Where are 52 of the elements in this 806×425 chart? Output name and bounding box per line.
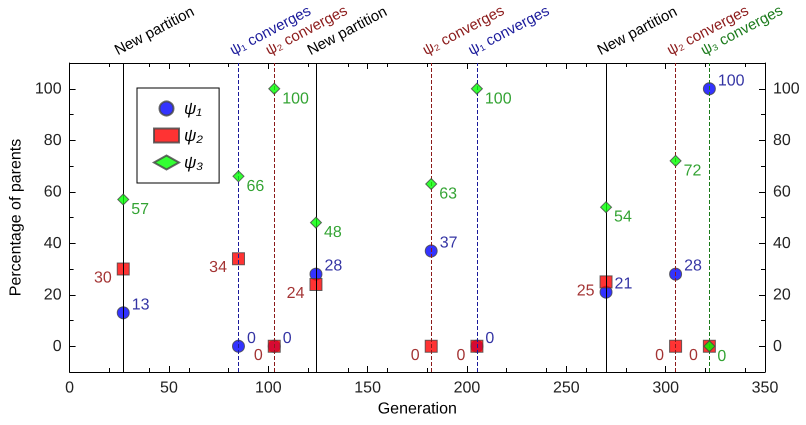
data-label: 34 <box>209 259 228 276</box>
data-label: 21 <box>614 276 632 293</box>
data-label: 0 <box>456 346 466 364</box>
y2-tick-label: 100 <box>773 80 800 98</box>
data-label: 25 <box>576 282 595 300</box>
y2-tick-label: 40 <box>773 234 791 252</box>
y-tick-label: 80 <box>44 132 62 149</box>
data-label: 0 <box>254 346 263 364</box>
y-axis-title: Percentage of parents <box>8 138 24 296</box>
data-label: 28 <box>684 258 702 275</box>
data-label: 37 <box>440 234 458 252</box>
y2-tick-label: 0 <box>773 338 782 355</box>
x-tick-label: 250 <box>552 380 580 396</box>
data-label: 100 <box>718 72 745 90</box>
x-tick-label: 0 <box>65 380 74 396</box>
data-label: 28 <box>324 258 342 275</box>
y-tick-label: 100 <box>34 80 62 98</box>
data-label: 13 <box>132 296 150 314</box>
y2-tick-label: 80 <box>773 132 791 149</box>
data-label: 0 <box>246 330 256 347</box>
data-label: 66 <box>246 178 264 195</box>
data-label: 0 <box>410 346 420 364</box>
y-tick-label: 0 <box>52 338 62 355</box>
y2-tick-label: 20 <box>773 286 791 304</box>
data-label: 0 <box>688 346 698 364</box>
data-label: 0 <box>282 330 292 347</box>
x-axis-title: Generation <box>378 400 457 418</box>
y-tick-label: 60 <box>44 183 62 200</box>
y-tick-label: 40 <box>44 234 62 252</box>
x-tick-label: 50 <box>160 380 178 396</box>
x-tick-label: 300 <box>652 380 680 396</box>
x-tick-label: 150 <box>354 380 382 396</box>
y-tick-label: 20 <box>44 286 62 304</box>
legend-label: ψ₂ <box>184 126 204 145</box>
data-label: 100 <box>484 90 512 108</box>
data-label: 72 <box>684 162 702 180</box>
legend-label: ψ₁ <box>184 99 202 118</box>
data-label: 0 <box>655 346 664 364</box>
data-label: 100 <box>282 90 310 108</box>
x-tick-label: 100 <box>254 380 282 396</box>
data-label: 24 <box>286 284 305 302</box>
data-label: 57 <box>131 200 150 218</box>
data-label: 54 <box>614 208 632 226</box>
data-label: 0 <box>485 330 494 347</box>
y2-tick-label: 60 <box>773 183 791 200</box>
data-label: 0 <box>717 348 726 365</box>
x-tick-label: 350 <box>752 380 778 396</box>
data-label: 30 <box>94 270 112 286</box>
data-label: 48 <box>324 224 342 242</box>
legend-label: ψ₃ <box>184 153 204 172</box>
x-tick-label: 200 <box>454 380 480 396</box>
data-label: 63 <box>439 186 458 203</box>
